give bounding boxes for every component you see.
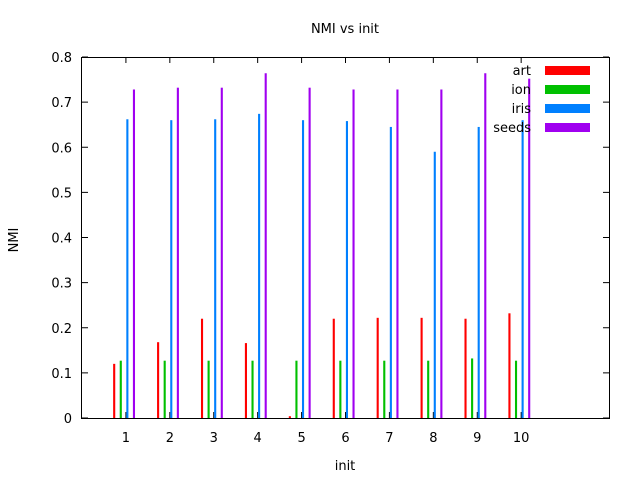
bar-iris: [214, 119, 217, 419]
bar-art: [332, 318, 335, 418]
x-tick-label: 10: [513, 431, 530, 446]
bar-seeds: [440, 89, 443, 419]
y-tick-label: 0.7: [51, 96, 72, 111]
y-tick-label: 0.5: [51, 186, 72, 201]
bar-seeds: [484, 73, 487, 419]
bar-art: [420, 317, 423, 418]
bar-seeds: [528, 78, 531, 418]
bar-art: [200, 318, 204, 418]
y-tick-label: 0.8: [51, 51, 72, 66]
bar-ion: [207, 360, 210, 418]
x-tick-label: 5: [297, 431, 305, 446]
y-tick-label: 0.3: [51, 277, 72, 292]
bar-seeds: [220, 87, 223, 418]
legend: art ion iris seeds: [493, 64, 590, 136]
chart-title: NMI vs init: [311, 22, 379, 37]
legend-swatch-iris: [545, 104, 590, 113]
y-tick-label: 0.6: [51, 141, 72, 156]
bar-iris: [477, 126, 480, 418]
bar-iris: [433, 151, 436, 418]
x-tick-label: 2: [166, 431, 174, 446]
bar-ion: [119, 360, 122, 418]
x-tick-label: 6: [341, 431, 349, 446]
bar-seeds: [264, 73, 267, 419]
y-axis-label: NMI: [7, 228, 22, 253]
bar-iris: [258, 113, 261, 419]
bar-seeds: [132, 89, 136, 419]
bar-iris: [301, 120, 305, 419]
bar-ion: [471, 358, 474, 418]
plot-frame: [81, 57, 610, 419]
bar-ion: [514, 360, 518, 418]
bar-iris: [389, 126, 392, 418]
legend-swatch-art: [545, 66, 590, 75]
bar-art: [244, 343, 247, 418]
bar-seeds: [308, 87, 311, 418]
y-tick-label: 0.4: [51, 232, 72, 247]
legend-label-iris: iris: [512, 102, 532, 117]
x-tick-label: 9: [473, 431, 481, 446]
bar-iris: [170, 120, 173, 419]
bar-ion: [339, 360, 342, 418]
x-tick-label: 4: [254, 431, 262, 446]
bar-iris: [345, 121, 349, 418]
legend-label-ion: ion: [511, 83, 531, 98]
bar-ion: [251, 360, 254, 418]
legend-swatch-ion: [545, 85, 590, 94]
bar-ion: [427, 360, 430, 418]
x-tick-label: 8: [429, 431, 437, 446]
bar-art: [157, 342, 160, 418]
bar-art: [376, 317, 379, 418]
bar-ion: [383, 360, 386, 418]
bar-art: [113, 363, 116, 418]
y-tick-label: 0.2: [51, 322, 72, 337]
bar-seeds: [396, 89, 399, 419]
x-tick-label: 1: [122, 431, 130, 446]
x-tick-label: 7: [385, 431, 393, 446]
bar-art: [464, 318, 467, 418]
bar-seeds: [176, 87, 179, 418]
legend-swatch-seeds: [545, 123, 590, 132]
legend-label-art: art: [513, 64, 531, 79]
y-tick-label: 0.1: [51, 367, 72, 382]
bar-iris: [126, 119, 129, 419]
bar-ion: [163, 360, 166, 418]
bar-art: [508, 313, 511, 418]
bar-seeds: [352, 89, 355, 419]
bar-iris: [521, 120, 524, 419]
x-tick-label: 3: [210, 431, 218, 446]
bar-ion: [295, 360, 298, 418]
x-axis-label: init: [335, 459, 356, 474]
plot-area: 0 0.1 0.2 0.3 0.4 0.5 0.6 0.7 0.8 1 2 3 4 5 6 7 8 9 10: [51, 51, 609, 446]
bar-art: [288, 416, 291, 418]
legend-label-seeds: seeds: [493, 121, 531, 136]
y-tick-label: 0: [64, 412, 72, 427]
